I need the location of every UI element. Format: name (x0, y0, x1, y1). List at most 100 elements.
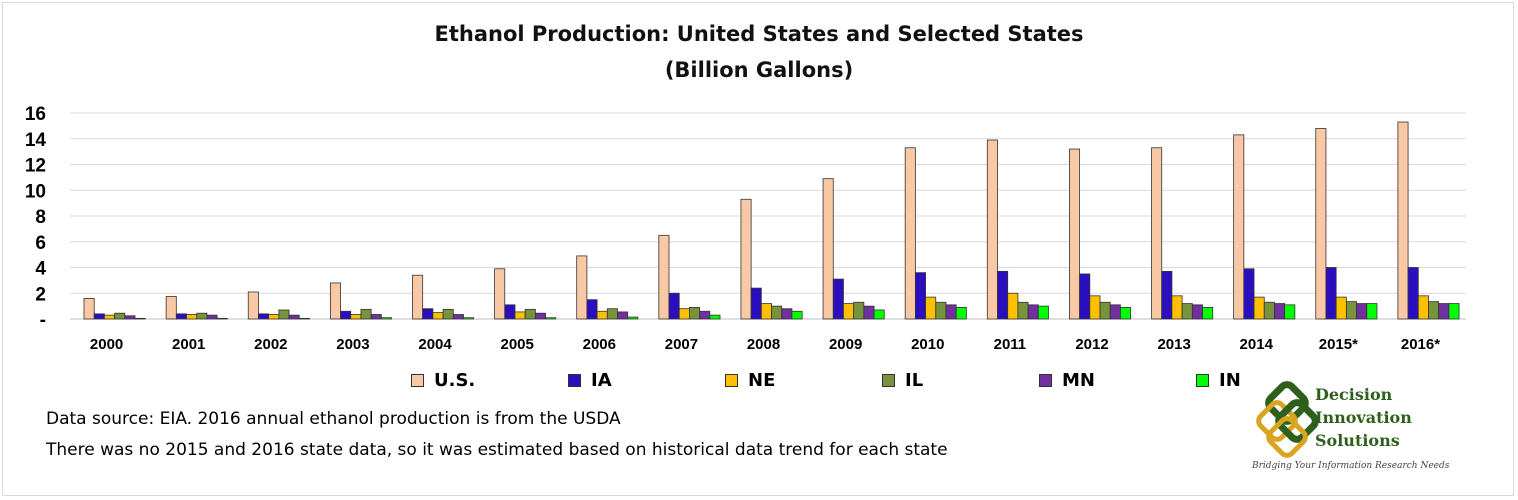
logo-tagline: Bridging Your Information Research Needs (1252, 461, 1450, 471)
bar (709, 314, 721, 320)
bar (925, 296, 937, 320)
bar (340, 310, 352, 320)
bar (360, 308, 372, 320)
bar (545, 317, 557, 320)
bar (1037, 305, 1049, 320)
bar (955, 307, 967, 320)
bar (832, 278, 844, 320)
data-source-note: Data source: EIA. 2016 annual ethanol pr… (46, 409, 621, 429)
bar (114, 312, 126, 320)
bar (1263, 301, 1275, 320)
legend-item: MN (1039, 368, 1095, 392)
bar (596, 310, 608, 320)
x-tick-label: 2000 (90, 336, 123, 353)
bar (134, 317, 146, 320)
x-tick-label: 2006 (583, 336, 616, 353)
x-tick-label: 2007 (665, 336, 698, 353)
bar (247, 291, 259, 320)
logo-text-innovation: Innovation (1315, 408, 1412, 427)
bar (1151, 147, 1163, 320)
bar (750, 287, 762, 320)
bar (1191, 304, 1203, 320)
legend-item: NE (725, 368, 775, 392)
chart-subtitle: (Billion Gallons) (664, 58, 854, 82)
bar (165, 296, 177, 320)
x-tick-label: 2003 (336, 336, 369, 353)
bar (740, 198, 752, 320)
bar (524, 308, 536, 320)
bar (1109, 304, 1121, 320)
bar (432, 312, 444, 320)
bar (1448, 303, 1460, 320)
x-tick-label: 2011 (994, 336, 1027, 353)
x-tick-label: 2014 (1240, 336, 1274, 353)
bar (463, 317, 475, 320)
bar (781, 308, 793, 320)
bar (258, 313, 270, 320)
x-tick-label: 2009 (829, 336, 862, 353)
decision-innovation-solutions-logo (1256, 381, 1319, 458)
bar (1356, 303, 1368, 320)
bar (206, 314, 218, 320)
bar (822, 178, 834, 320)
y-tick-label: 16 (25, 104, 46, 125)
legend-label: U.S. (434, 369, 476, 391)
bar (1202, 307, 1214, 320)
logo-knot-icon (1256, 381, 1319, 458)
bar (1089, 295, 1101, 320)
bar (83, 297, 95, 320)
legend-label: IA (591, 369, 612, 391)
x-tick-label: 2004 (418, 336, 452, 353)
bar (514, 311, 526, 320)
bar (1397, 121, 1409, 320)
bar (1243, 268, 1255, 320)
bar (689, 307, 701, 320)
y-tick-label: 14 (25, 130, 47, 151)
bar (853, 301, 865, 320)
legend-item: U.S. (411, 368, 475, 392)
legend-swatch (568, 373, 581, 387)
logo-text-solutions: Solutions (1315, 431, 1400, 450)
legend-item: IN (1196, 368, 1241, 392)
x-tick-label: 2010 (911, 336, 944, 353)
bar (1438, 303, 1450, 320)
bar (196, 312, 208, 320)
y-tick-label: 2 (35, 284, 46, 305)
legend-swatch (882, 373, 895, 387)
bar (1335, 296, 1347, 320)
bar (1253, 296, 1265, 320)
bar (175, 313, 187, 320)
legend-label: IL (905, 369, 924, 391)
legend-item: IL (882, 368, 923, 392)
y-tick-label: 10 (25, 181, 46, 202)
y-tick-label: 8 (35, 207, 46, 228)
bar (986, 139, 998, 320)
y-tick-label: 4 (35, 259, 46, 280)
x-tick-label: 2013 (1157, 336, 1190, 353)
bar (1274, 303, 1286, 320)
bar (1161, 270, 1173, 320)
bar (1007, 292, 1019, 320)
bar (1171, 295, 1183, 320)
bar (935, 301, 947, 320)
bar (104, 314, 116, 320)
bar (1366, 303, 1378, 320)
bar (678, 308, 690, 320)
chart-title: Ethanol Production: United States and Se… (434, 22, 1084, 46)
x-tick-label: 2008 (747, 336, 780, 353)
bar-chart: - 2 4 6 8 10 12 14 16 2000 2001 2002 2003 2004 2005 200… (25, 104, 1466, 353)
bar (1284, 304, 1296, 320)
bar (1069, 148, 1081, 320)
bar (1325, 267, 1337, 320)
bar (771, 305, 783, 320)
bar (278, 309, 290, 320)
bar (1120, 307, 1132, 320)
bar (668, 292, 680, 320)
x-tick-label: 2012 (1075, 336, 1108, 353)
bar (1181, 303, 1193, 320)
x-tick-label: 2002 (254, 336, 287, 353)
bar (699, 310, 711, 320)
bar (1407, 267, 1419, 320)
x-tick-label: 2005 (501, 336, 534, 353)
y-tick-label: 6 (35, 233, 46, 254)
